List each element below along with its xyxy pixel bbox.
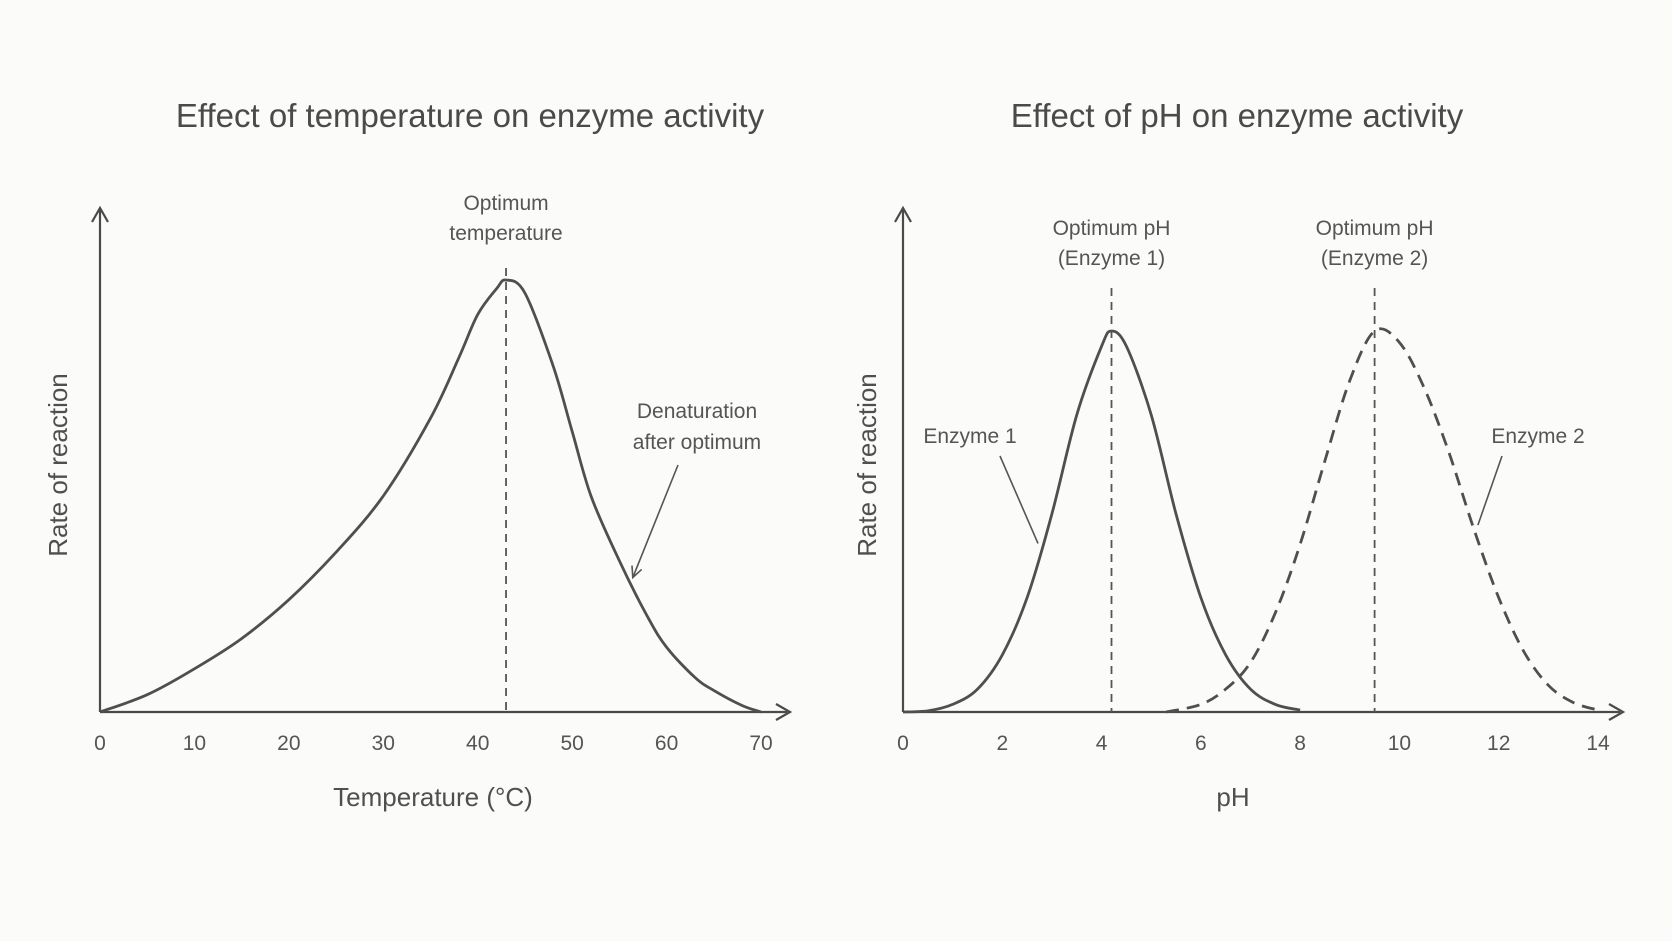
- denaturation-arrow-head: [631, 565, 643, 580]
- ph-series-enzyme-1-line: [902, 329, 1301, 714]
- temperature-x-tick-label: 20: [277, 732, 300, 755]
- ph-optimum-label-line: (Enzyme 2): [1321, 247, 1428, 270]
- ph-x-tick-label: 0: [897, 732, 909, 755]
- temperature-chart-series: [99, 278, 762, 714]
- temperature-x-tick-label: 10: [183, 732, 206, 755]
- enzyme-2-leader-line: [1477, 455, 1503, 526]
- ph-x-tick-label: 10: [1388, 732, 1411, 755]
- temperature-optimum-label-line: Optimum: [463, 192, 548, 215]
- ph-chart-series: [902, 327, 1599, 714]
- ph-x-tick-label: 2: [996, 732, 1008, 755]
- ph-series-enzyme-2-line: [1165, 327, 1599, 714]
- ph-chart-guides: [1110, 288, 1376, 712]
- ph-x-tick-label: 6: [1195, 732, 1207, 755]
- temperature-series-rate-line: [99, 278, 762, 714]
- ph-chart-x-axis-arrow: [1608, 703, 1626, 721]
- denaturation-arrow-line: [632, 464, 679, 578]
- temperature-chart-xlabel: Temperature (°C): [333, 782, 533, 812]
- ph-chart-y-axis-arrow: [894, 205, 912, 223]
- ph-optimum-label-line: Optimum pH: [1053, 217, 1171, 240]
- temperature-chart-x-axis-arrow: [775, 703, 793, 721]
- temperature-chart-ylabel: Rate of reaction: [43, 373, 73, 557]
- ph-optimum-label-line: Optimum pH: [1316, 217, 1434, 240]
- denaturation-label-line: after optimum: [633, 431, 761, 454]
- temperature-x-tick-label: 30: [372, 732, 395, 755]
- temperature-chart-title: Effect of temperature on enzyme activity: [176, 97, 765, 134]
- denaturation-label-line: Denaturation: [637, 400, 757, 423]
- ph-x-tick-label: 12: [1487, 732, 1510, 755]
- ph-x-tick-label: 14: [1586, 732, 1610, 755]
- ph-optimum-label: Optimum pH (Enzyme 1): [1053, 217, 1171, 270]
- ph-optimum-label: Optimum pH (Enzyme 2): [1316, 217, 1434, 270]
- ph-chart-title: Effect of pH on enzyme activity: [1011, 97, 1464, 134]
- ph-x-tick-label: 4: [1096, 732, 1108, 755]
- temperature-chart: Effect of temperature on enzyme activity…: [43, 97, 793, 812]
- temperature-x-tick-label: 60: [655, 732, 678, 755]
- temperature-optimum-label: Optimum temperature: [449, 192, 562, 245]
- ph-chart-xlabel: pH: [1216, 782, 1249, 812]
- ph-chart-annotations: Optimum pH (Enzyme 1) Optimum pH (Enzyme 2)…: [923, 217, 1585, 544]
- temperature-x-tick-label: 70: [749, 732, 772, 755]
- enzyme-1-series-label: Enzyme 1: [923, 425, 1016, 448]
- ph-chart-x-ticks: 0 2 4 6 8 10 12 14: [897, 732, 1610, 755]
- temperature-chart-y-axis-arrow: [91, 205, 109, 223]
- enzyme-1-leader-line: [999, 455, 1039, 544]
- temperature-x-tick-label: 50: [560, 732, 583, 755]
- ph-x-tick-label: 8: [1294, 732, 1306, 755]
- temperature-x-tick-label: 0: [94, 732, 106, 755]
- temperature-x-tick-label: 40: [466, 732, 489, 755]
- enzyme-2-series-label: Enzyme 2: [1491, 425, 1584, 448]
- ph-chart-ylabel: Rate of reaction: [852, 373, 882, 557]
- ph-chart: Effect of pH on enzyme activity Rate of …: [852, 97, 1626, 812]
- ph-optimum-label-line: (Enzyme 1): [1058, 247, 1165, 270]
- temperature-chart-x-ticks: 0 10 20 30 40 50 60 70: [94, 732, 773, 755]
- denaturation-label: Denaturation after optimum: [633, 400, 761, 454]
- temperature-optimum-label-line: temperature: [449, 222, 562, 245]
- temperature-chart-annotations: Optimum temperature Denaturation after opti…: [449, 192, 761, 580]
